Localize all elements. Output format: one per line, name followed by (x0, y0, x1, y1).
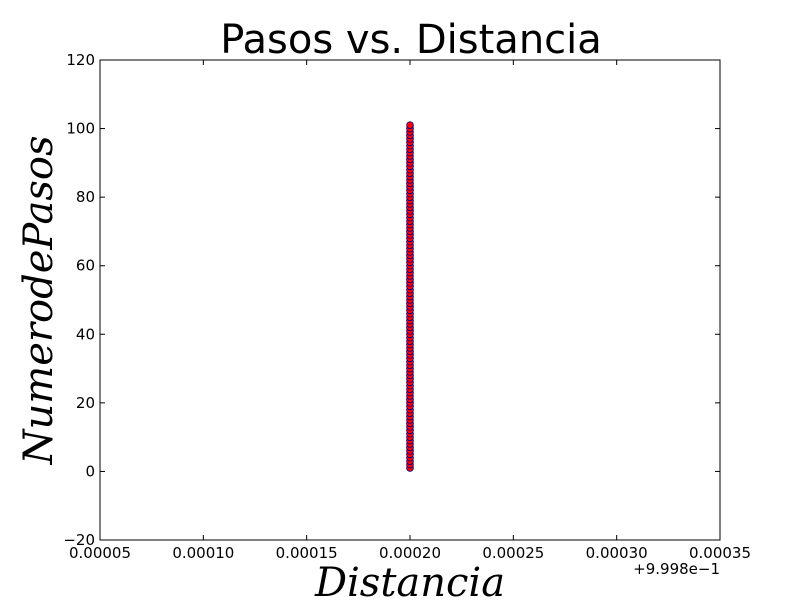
y-tick-label: 60 (76, 257, 95, 275)
x-tick-label: 0.00020 (379, 544, 441, 562)
y-tick-label: 100 (66, 120, 95, 138)
x-tick-label: 0.00015 (276, 544, 338, 562)
data-points (406, 121, 414, 472)
y-tick-label: 80 (76, 188, 95, 206)
y-tick-label: 40 (76, 325, 95, 343)
x-tick-label: 0.00010 (172, 544, 234, 562)
x-tick-label: 0.00035 (689, 544, 751, 562)
data-point (406, 121, 414, 129)
x-axis-offset-label: +9.998e−1 (633, 560, 720, 578)
x-axis-title: Distancia (314, 560, 505, 600)
x-tick-label: 0.00005 (69, 544, 131, 562)
y-tick-label: 20 (76, 394, 95, 412)
x-tick-label: 0.00030 (586, 544, 648, 562)
y-axis: −20 0 20 40 60 80 100 120 (63, 51, 720, 549)
y-tick-label: 0 (85, 462, 95, 480)
y-axis-title: NumerodePasos (16, 136, 62, 466)
x-tick-label: 0.00025 (482, 544, 544, 562)
y-tick-label: 120 (66, 51, 95, 69)
x-axis: 0.00005 0.00010 0.00015 0.00020 0.00025 0.000… (69, 60, 751, 562)
chart-title: Pasos vs. Distancia (220, 17, 602, 63)
y-tick-label: −20 (63, 531, 95, 549)
